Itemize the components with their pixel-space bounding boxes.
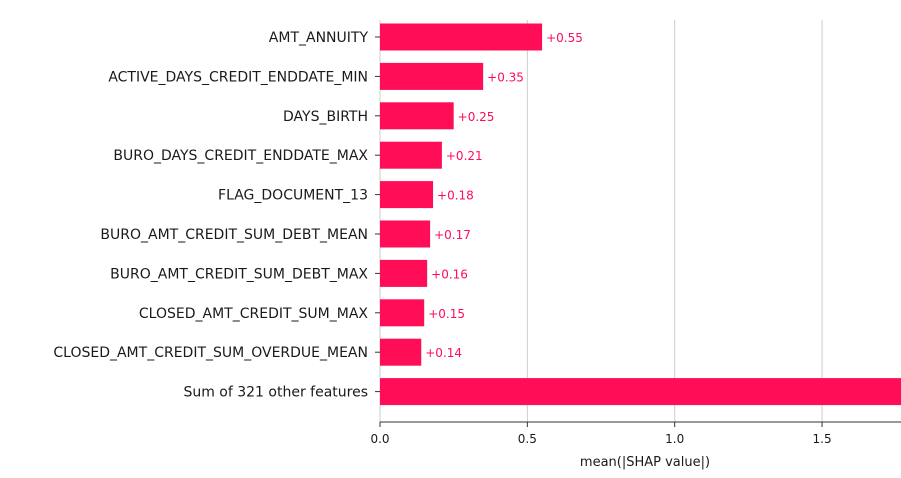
bar	[380, 259, 428, 287]
value-label: +0.14	[425, 346, 462, 360]
x-tick-label: 0.0	[370, 432, 389, 446]
value-label: +0.15	[428, 307, 465, 321]
value-label: +0.25	[458, 110, 495, 124]
bar	[380, 181, 434, 209]
category-label: AMT_ANNUITY	[269, 30, 369, 46]
x-axis: mean(|SHAP value|) 0.00.51.01.52.02.53	[370, 421, 901, 470]
category-label: Sum of 321 other features	[183, 385, 368, 401]
category-label: BURO_DAYS_CREDIT_ENDDATE_MAX	[113, 148, 368, 164]
value-label: +0.21	[446, 149, 483, 163]
value-label: +0.16	[431, 267, 468, 281]
category-labels: AMT_ANNUITY ACTIVE_DAYS_CREDIT_ENDDATE_MI…	[53, 30, 380, 401]
category-label: BURO_AMT_CREDIT_SUM_DEBT_MAX	[110, 266, 368, 282]
bars	[380, 23, 901, 406]
x-tick-label: 1.5	[813, 432, 832, 446]
category-label: CLOSED_AMT_CREDIT_SUM_MAX	[139, 306, 368, 322]
bar	[380, 62, 484, 90]
value-label: +0.18	[437, 189, 474, 203]
bar	[380, 220, 431, 248]
x-axis-title: mean(|SHAP value|)	[580, 455, 710, 470]
category-label: CLOSED_AMT_CREDIT_SUM_OVERDUE_MEAN	[53, 345, 368, 361]
bar	[380, 102, 454, 130]
category-label: ACTIVE_DAYS_CREDIT_ENDDATE_MIN	[108, 69, 368, 85]
bar	[380, 141, 442, 169]
category-label: FLAG_DOCUMENT_13	[218, 188, 368, 204]
bar	[380, 299, 425, 327]
x-tick-label: 1.0	[665, 432, 684, 446]
bar	[380, 378, 901, 406]
bar	[380, 338, 422, 366]
x-tick-label: 0.5	[518, 432, 537, 446]
bar	[380, 23, 543, 51]
value-label: +0.55	[546, 31, 583, 45]
value-labels: +0.55 +0.35 +0.25 +0.21 +0.18 +0.17 +0.16 +0.15…	[425, 31, 583, 360]
value-label: +0.35	[487, 70, 524, 84]
value-label: +0.17	[434, 228, 471, 242]
category-label: DAYS_BIRTH	[283, 109, 368, 125]
category-label: BURO_AMT_CREDIT_SUM_DEBT_MEAN	[100, 227, 368, 243]
